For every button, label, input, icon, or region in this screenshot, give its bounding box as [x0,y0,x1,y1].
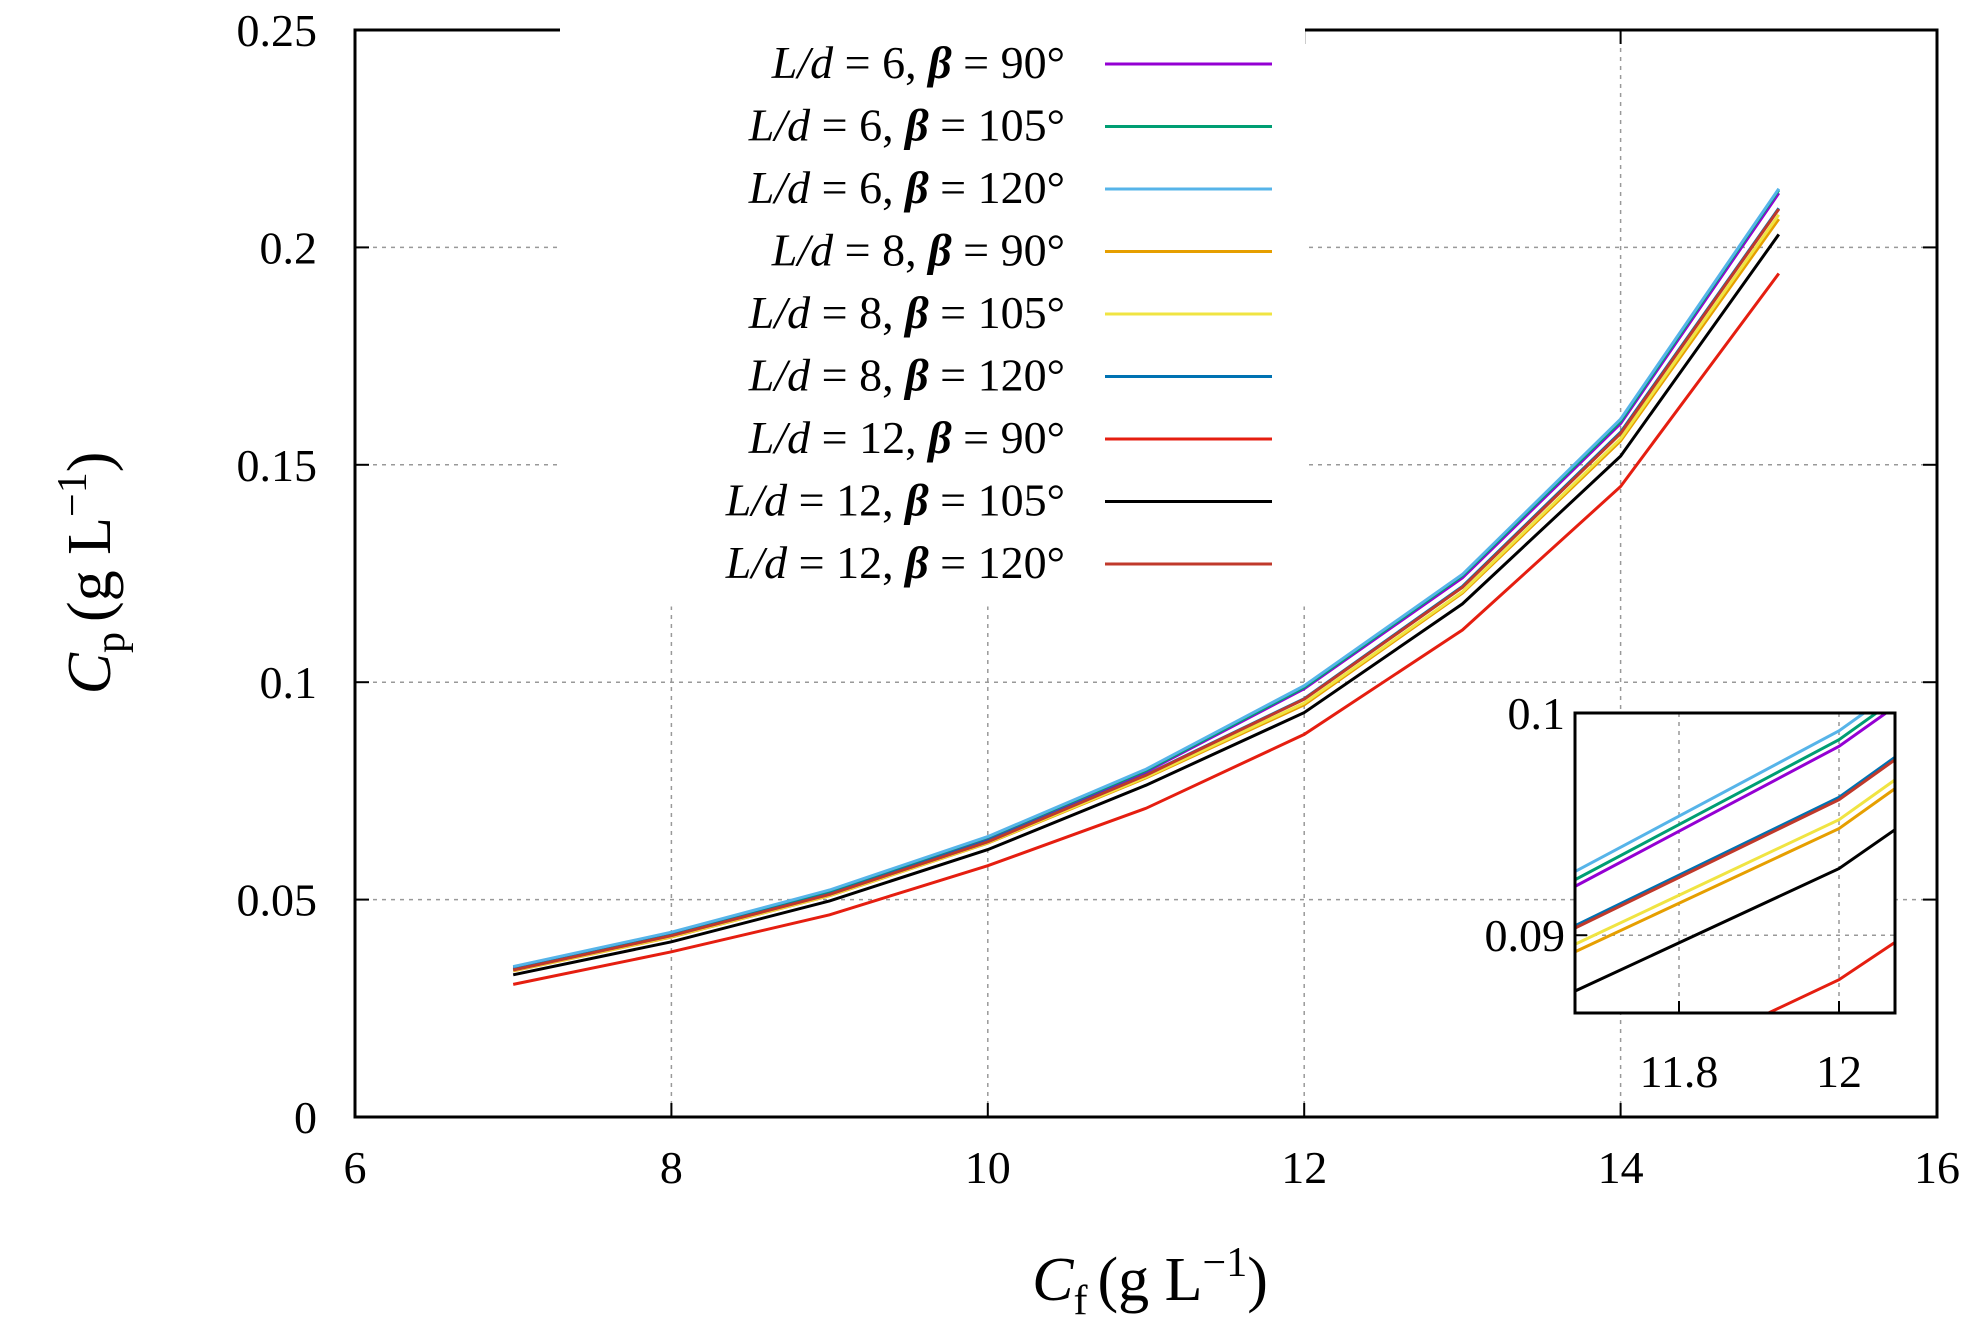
y-tick-label: 0.15 [237,440,318,491]
x-tick-label: 10 [965,1142,1011,1193]
legend-label-part: β [903,100,929,151]
inset-series [1575,713,1895,1013]
legend-label-part: β [926,225,952,276]
y-axis-title-main: C [56,652,124,694]
legend-label-part: = 6, [810,100,905,151]
x-tick-label: 6 [344,1142,367,1193]
inset-series-line-4 [1575,786,1895,954]
legend-label-part: = 120° [929,350,1065,401]
legend-label-part: L/d [748,287,811,338]
legend-label: L/d = 8, β = 90° [771,225,1065,276]
inset-x-tick-label: 11.8 [1640,1046,1719,1097]
legend-label-part: = 12, [810,412,928,463]
legend-label: L/d = 6, β = 120° [748,162,1065,213]
legend-label-part: L/d [748,100,811,151]
legend-label-part: β [926,412,952,463]
inset-series-line-1 [1575,713,1889,889]
legend-label-part: L/d [748,162,811,213]
inset-y-tick-label: 0.1 [1508,688,1566,739]
x-axis-title-main: C [1032,1246,1074,1314]
legend-label: L/d = 6, β = 105° [748,100,1065,151]
legend-label-part: = 8, [833,225,928,276]
legend-label-part: L/d [771,225,834,276]
legend-label-part: = 105° [929,100,1065,151]
legend-label-part: = 105° [929,287,1065,338]
inset-ticks: 11.8 12 0.09 0.1 [1485,688,1863,1097]
y-tick-label: 0.25 [237,5,318,56]
x-axis-title-units: (g L [1097,1246,1202,1314]
x-axis-title-close: ) [1247,1246,1268,1314]
inset-y-tick-label: 0.09 [1485,910,1566,961]
legend-label-part: β [903,287,929,338]
legend-label-part: = 12, [787,475,905,526]
legend-label-part: β [926,37,952,88]
legend-label-part: = 105° [929,475,1065,526]
inset-series-line-5 [1575,778,1895,946]
legend-label-part: β [903,162,929,213]
series-line-9 [512,208,1781,972]
legend-label: L/d = 12, β = 120° [725,537,1065,588]
legend-label-part: = 90° [952,412,1065,463]
y-tick-label: 0.1 [260,657,318,708]
legend-label-part: L/d [748,350,811,401]
legend-label-part: L/d [748,412,811,463]
legend-label: L/d = 12, β = 105° [725,475,1065,526]
y-tick-label: 0.2 [260,222,318,273]
x-tick-label: 16 [1914,1142,1960,1193]
y-axis-title-close: ) [56,452,124,473]
y-tick-label: 0.05 [237,875,318,926]
legend-label-part: L/d [725,537,788,588]
legend-label-part: β [903,350,929,401]
inset-series-line-7 [1764,940,1895,1013]
y-tick-label: 0 [294,1092,317,1143]
inset-frame [1573,711,1897,1015]
inset-plot: 11.8 12 0.09 0.1 [1485,688,1897,1097]
y-axis-title: Cp (g L−1) [50,452,134,695]
legend-label-part: = 8, [810,287,905,338]
y-axis-title-units: (g L [56,517,124,622]
inset-background [1575,713,1895,1013]
legend-label: L/d = 8, β = 120° [748,350,1065,401]
legend-background [560,26,1305,607]
x-axis-title: Cf (g L−1) [1032,1240,1268,1324]
legend-label: L/d = 8, β = 105° [748,287,1065,338]
legend-label-part: = 90° [952,37,1065,88]
legend-label-part: = 12, [787,537,905,588]
main-series [512,187,1781,986]
legend-label-part: = 120° [929,537,1065,588]
legend-label-part: = 6, [833,37,928,88]
series-line-3 [512,187,1781,969]
legend-label-part: L/d [771,37,834,88]
legend-label-part: = 6, [810,162,905,213]
legend-label-part: = 90° [952,225,1065,276]
x-axis-title-sup: −1 [1203,1240,1248,1286]
legend-label-part: L/d [725,475,788,526]
inset-series-line-3 [1575,713,1867,874]
series-line-7 [512,272,1781,986]
inset-series-line-9 [1575,757,1895,930]
x-tick-label: 8 [660,1142,683,1193]
legend-label: L/d = 12, β = 90° [748,412,1065,463]
inset-series-line-6 [1575,755,1895,928]
legend-label-part: β [903,537,929,588]
main-ticks: 6 8 10 12 14 16 0 0.05 0.1 0.15 0.2 0.25 [237,5,1961,1193]
inset-series-line-2 [1575,713,1879,882]
legend-label: L/d = 6, β = 90° [771,37,1065,88]
x-tick-label: 14 [1598,1142,1644,1193]
inset-series-line-8 [1575,827,1895,993]
x-axis-title-sub: f [1073,1278,1087,1324]
legend-label-part: = 120° [929,162,1065,213]
x-tick-label: 12 [1281,1142,1327,1193]
legend-label-part: β [903,475,929,526]
legend: L/d = 6, β = 90°L/d = 6, β = 105°L/d = 6… [560,26,1305,607]
legend-label-part: = 8, [810,350,905,401]
series-line-8 [512,233,1781,977]
y-axis-title-sup: −1 [50,472,96,517]
inset-x-tick-label: 12 [1816,1046,1862,1097]
y-axis-title-sub: p [88,632,134,653]
